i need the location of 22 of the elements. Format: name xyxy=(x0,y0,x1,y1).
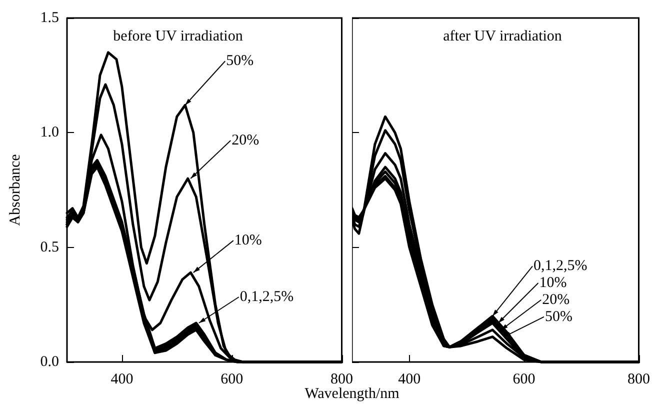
x-tick-label: 600 xyxy=(512,372,536,388)
annotation: 0,1,2,5% xyxy=(240,289,294,306)
y-axis-title: Absorbance xyxy=(8,154,24,226)
annotation: 50% xyxy=(226,53,254,70)
x-tick-label: 800 xyxy=(628,372,650,388)
x-tick-label: 600 xyxy=(220,372,244,388)
x-axis-title: Wavelength/nm xyxy=(304,386,400,403)
y-tick-label: 1.0 xyxy=(40,124,59,141)
annotation: 50% xyxy=(544,308,572,325)
annotation: 10% xyxy=(539,275,567,292)
text: after UV irradiation xyxy=(443,28,562,44)
x-tick-label: 400 xyxy=(398,372,421,388)
x-tick-label: 400 xyxy=(110,372,134,388)
annotation: 0,1,2,5% xyxy=(534,258,588,274)
y-tick-label: 1.5 xyxy=(40,10,59,26)
annotation: 10% xyxy=(234,232,262,249)
text: before UV irradiation xyxy=(113,28,244,44)
y-tick-label: 0.5 xyxy=(40,239,59,256)
y-tick-label: 0.0 xyxy=(40,354,59,370)
x-tick-label: 800 xyxy=(330,372,353,388)
annotation: 20% xyxy=(232,132,260,149)
annotation: 20% xyxy=(542,292,570,308)
